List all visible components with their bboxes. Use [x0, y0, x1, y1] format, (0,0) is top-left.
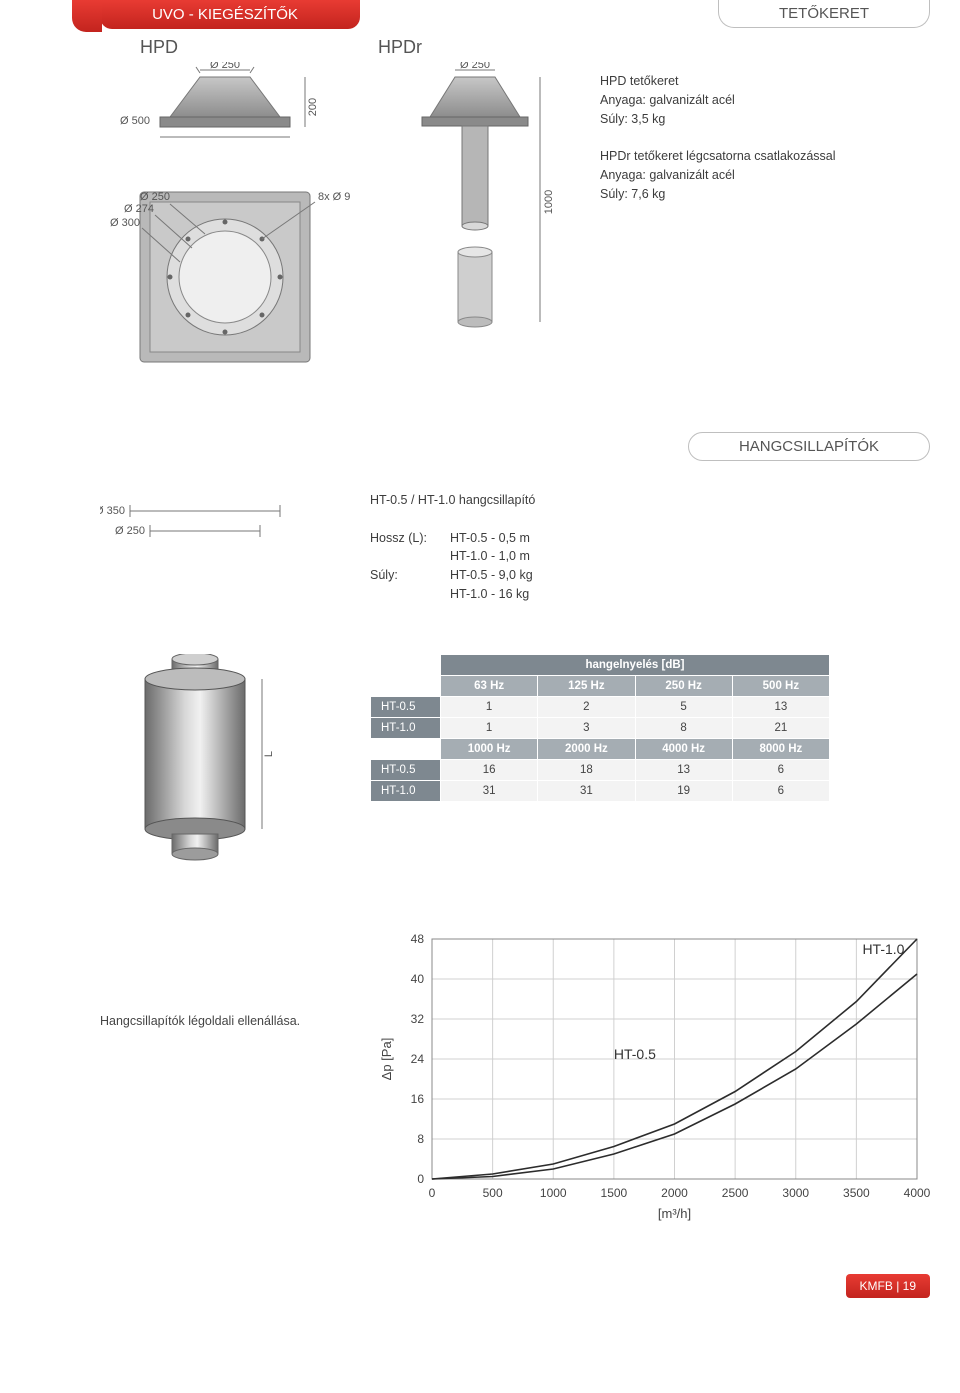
- svg-text:2000: 2000: [661, 1186, 688, 1200]
- hpdr-drawings: Ø 250 1000: [390, 62, 570, 392]
- freq-header: 4000 Hz: [635, 738, 732, 759]
- atten-header: hangelnyelés [dB]: [441, 654, 830, 675]
- dim-d274: Ø 274: [124, 203, 154, 215]
- sil-wt-2: HT-1.0 - 16 kg: [450, 585, 529, 604]
- svg-text:4000: 4000: [903, 1186, 930, 1200]
- dim-d250-inner: Ø 250: [140, 191, 170, 203]
- table-cell: 6: [732, 780, 829, 801]
- svg-text:2500: 2500: [722, 1186, 749, 1200]
- chart-caption: Hangcsillapítók légoldali ellenállása.: [100, 924, 357, 1028]
- sil-len-1: HT-0.5 - 0,5 m: [450, 529, 530, 548]
- table-cell: 19: [635, 780, 732, 801]
- table-cell: 31: [538, 780, 635, 801]
- pressure-drop-chart: 0 8 16 24 32 40 48 0 500 1000 1500 2000 2500 3000 3500…: [377, 924, 930, 1224]
- table-row-label: HT-1.0: [371, 780, 441, 801]
- freq-header: 2000 Hz: [538, 738, 635, 759]
- hpdr-desc-weight: Súly: 7,6 kg: [600, 185, 930, 204]
- svg-text:HT-1.0: HT-1.0: [862, 941, 904, 957]
- table-cell: 16: [441, 759, 538, 780]
- svg-text:[m³/h]: [m³/h]: [658, 1206, 691, 1221]
- svg-text:1500: 1500: [600, 1186, 627, 1200]
- dim-h200: 200: [307, 98, 319, 116]
- dim-d300: Ø 300: [110, 217, 140, 229]
- table-cell: 13: [732, 696, 829, 717]
- table-row-label: HT-0.5: [371, 696, 441, 717]
- hpd-desc-material: Anyaga: galvanizált acél: [600, 91, 930, 110]
- hpd-wt-val: 3,5 kg: [631, 112, 665, 126]
- silencer-product-image: L: [100, 654, 330, 864]
- hpdr-wt-label: Súly:: [600, 187, 628, 201]
- svg-text:500: 500: [482, 1186, 502, 1200]
- table-cell: 1: [441, 696, 538, 717]
- sil-len-2: HT-1.0 - 1,0 m: [450, 547, 530, 566]
- sil-len-label: Hossz (L):: [370, 529, 450, 548]
- variant-hpd-title: HPD: [140, 37, 178, 58]
- hpd-wt-label: Súly:: [600, 112, 628, 126]
- freq-header: 63 Hz: [441, 675, 538, 696]
- table-cell: 3: [538, 717, 635, 738]
- hpdr-h1000: 1000: [543, 190, 555, 214]
- sil-d350: Ø 350: [100, 505, 125, 517]
- svg-text:16: 16: [410, 1092, 424, 1106]
- table-cell: 5: [635, 696, 732, 717]
- sil-d250: Ø 250: [115, 525, 145, 537]
- svg-text:48: 48: [410, 932, 424, 946]
- svg-text:HT-0.5: HT-0.5: [614, 1046, 656, 1062]
- table-cell: 1: [441, 717, 538, 738]
- hpdr-wt-val: 7,6 kg: [631, 187, 665, 201]
- silencer-drawing: Ø 350 Ø 250: [100, 491, 330, 571]
- svg-text:8: 8: [417, 1132, 424, 1146]
- sil-wt-label: Súly:: [370, 566, 450, 585]
- table-cell: 18: [538, 759, 635, 780]
- hpdr-desc-material: Anyaga: galvanizált acél: [600, 166, 930, 185]
- hpd-mat-label: Anyaga:: [600, 93, 646, 107]
- freq-header: 1000 Hz: [441, 738, 538, 759]
- category-banner: UVO - KIEGÉSZÍTŐK: [100, 0, 360, 29]
- svg-text:Δp [Pa]: Δp [Pa]: [379, 1037, 394, 1080]
- dim-holes: 8x Ø 9: [318, 191, 350, 203]
- hpd-desc-title: HPD tetőkeret: [600, 72, 930, 91]
- svg-text:3000: 3000: [782, 1186, 809, 1200]
- svg-text:3500: 3500: [843, 1186, 870, 1200]
- svg-text:1000: 1000: [540, 1186, 567, 1200]
- freq-header: 500 Hz: [732, 675, 829, 696]
- hpdr-mat-val: galvanizált acél: [649, 168, 734, 182]
- variant-hpdr-title: HPDr: [378, 37, 422, 58]
- svg-text:0: 0: [428, 1186, 435, 1200]
- svg-text:0: 0: [417, 1172, 424, 1186]
- section-banner-hangcsillapitok: HANGCSILLAPÍTÓK: [688, 432, 930, 461]
- hpd-mat-val: galvanizált acél: [649, 93, 734, 107]
- table-cell: 2: [538, 696, 635, 717]
- attenuation-table: hangelnyelés [dB] 63 Hz125 Hz250 Hz500 H…: [370, 654, 830, 802]
- sil-wt-1: HT-0.5 - 9,0 kg: [450, 566, 533, 585]
- table-row-label: HT-0.5: [371, 759, 441, 780]
- sil-L: L: [263, 750, 275, 756]
- table-cell: 21: [732, 717, 829, 738]
- hpd-desc-weight: Súly: 3,5 kg: [600, 110, 930, 129]
- hpdr-mat-label: Anyaga:: [600, 168, 646, 182]
- dim-d250: Ø 250: [210, 62, 240, 71]
- table-cell: 13: [635, 759, 732, 780]
- hpd-drawings: Ø 250 Ø 500 200: [100, 62, 360, 392]
- svg-text:32: 32: [410, 1012, 424, 1026]
- table-cell: 6: [732, 759, 829, 780]
- page-footer-badge: KMFB | 19: [846, 1274, 930, 1298]
- silencer-title: HT-0.5 / HT-1.0 hangcsillapító: [370, 491, 930, 510]
- table-cell: 8: [635, 717, 732, 738]
- svg-text:40: 40: [410, 972, 424, 986]
- dim-d500: Ø 500: [120, 115, 150, 127]
- table-cell: 31: [441, 780, 538, 801]
- table-row-label: HT-1.0: [371, 717, 441, 738]
- section-banner-tetokeret: TETŐKERET: [718, 0, 930, 28]
- svg-text:24: 24: [410, 1052, 424, 1066]
- hpdr-d250: Ø 250: [460, 62, 490, 71]
- freq-header: 250 Hz: [635, 675, 732, 696]
- freq-header: 125 Hz: [538, 675, 635, 696]
- freq-header: 8000 Hz: [732, 738, 829, 759]
- hpdr-desc-title: HPDr tetőkeret légcsatorna csatlakozássa…: [600, 147, 930, 166]
